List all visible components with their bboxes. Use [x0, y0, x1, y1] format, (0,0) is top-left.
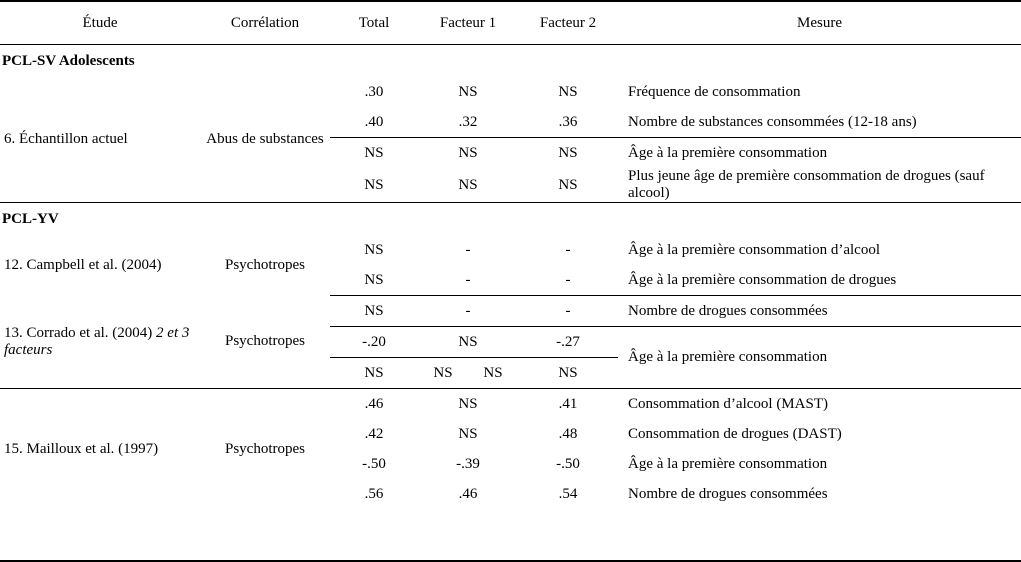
- table-container: Étude Corrélation Total Facteur 1 Facteu…: [0, 0, 1021, 562]
- cell-total: -.50: [330, 449, 418, 479]
- study-13-label-a: 13. Corrado et al. (2004): [4, 325, 156, 341]
- table-row: 13. Corrado et al. (2004) 2 et 3 facteur…: [0, 296, 1021, 327]
- cell-mesure: Âge à la première consommation d’alcool: [618, 235, 1021, 265]
- header-corr: Corrélation: [200, 2, 330, 45]
- cell-f1: NS: [418, 77, 518, 107]
- cell-total: NS: [330, 265, 418, 296]
- section-pcl-yv: PCL-YV: [0, 203, 1021, 236]
- cell-mesure: Plus jeune âge de première consommation …: [618, 168, 1021, 203]
- cell-total: NS: [330, 138, 418, 169]
- cell-f2: NS: [518, 138, 618, 169]
- cell-mesure: Consommation de drogues (DAST): [618, 419, 1021, 449]
- cell-f1: -: [418, 296, 518, 327]
- cell-total: NS: [330, 168, 418, 203]
- cell-f2: .54: [518, 479, 618, 509]
- cell-total: NS: [330, 235, 418, 265]
- cell-mesure: Âge à la première consommation: [618, 449, 1021, 479]
- study-15-label: 15. Mailloux et al. (1997): [0, 389, 200, 510]
- cell-mesure: Consommation d’alcool (MAST): [618, 389, 1021, 420]
- correlation-table: Étude Corrélation Total Facteur 1 Facteu…: [0, 2, 1021, 509]
- table-row: 12. Campbell et al. (2004) Psychotropes …: [0, 235, 1021, 265]
- study-12-corr: Psychotropes: [200, 235, 330, 296]
- study-13-label: 13. Corrado et al. (2004) 2 et 3 facteur…: [0, 296, 200, 389]
- section-title: PCL-YV: [0, 203, 200, 236]
- cell-f1b: NS: [468, 365, 518, 382]
- cell-f1: -: [418, 235, 518, 265]
- header-total: Total: [330, 2, 418, 45]
- study-6-corr: Abus de substances: [200, 77, 330, 203]
- cell-f2: NS: [518, 358, 618, 389]
- cell-total: .56: [330, 479, 418, 509]
- table-row: 15. Mailloux et al. (1997) Psychotropes …: [0, 389, 1021, 420]
- study-12-label: 12. Campbell et al. (2004): [0, 235, 200, 296]
- cell-total: .30: [330, 77, 418, 107]
- study-13-corr: Psychotropes: [200, 296, 330, 389]
- cell-mesure: Fréquence de consommation: [618, 77, 1021, 107]
- cell-f1: .46: [418, 479, 518, 509]
- cell-mesure: Nombre de drogues consommées: [618, 296, 1021, 327]
- cell-f1: NS: [418, 327, 518, 358]
- cell-f2: NS: [518, 77, 618, 107]
- cell-f1-split: NSNS: [418, 358, 518, 389]
- header-mesure: Mesure: [618, 2, 1021, 45]
- cell-f1: NS: [418, 419, 518, 449]
- study-15-corr: Psychotropes: [200, 389, 330, 510]
- cell-f2: -: [518, 235, 618, 265]
- cell-f2: .41: [518, 389, 618, 420]
- cell-f2: NS: [518, 168, 618, 203]
- cell-total: -.20: [330, 327, 418, 358]
- cell-f1: NS: [418, 168, 518, 203]
- cell-mesure: Âge à la première consommation: [618, 138, 1021, 169]
- cell-f2: -: [518, 296, 618, 327]
- cell-f1: NS: [418, 389, 518, 420]
- cell-f1: NS: [418, 138, 518, 169]
- cell-f1a: NS: [418, 365, 468, 382]
- header-study: Étude: [0, 2, 200, 45]
- cell-mesure: Nombre de substances consommées (12-18 a…: [618, 107, 1021, 138]
- cell-total: .46: [330, 389, 418, 420]
- cell-f1: .32: [418, 107, 518, 138]
- cell-mesure: Âge à la première consommation de drogue…: [618, 265, 1021, 296]
- cell-total: NS: [330, 296, 418, 327]
- cell-f2: .36: [518, 107, 618, 138]
- section-title: PCL-SV Adolescents: [0, 45, 200, 78]
- cell-f2: -.50: [518, 449, 618, 479]
- cell-f1: -: [418, 265, 518, 296]
- cell-f2: -.27: [518, 327, 618, 358]
- section-pcl-sv-adolescents: PCL-SV Adolescents: [0, 45, 1021, 78]
- header-row: Étude Corrélation Total Facteur 1 Facteu…: [0, 2, 1021, 45]
- cell-f2: .48: [518, 419, 618, 449]
- cell-total: .40: [330, 107, 418, 138]
- cell-f2: -: [518, 265, 618, 296]
- header-f2: Facteur 2: [518, 2, 618, 45]
- cell-mesure: Nombre de drogues consommées: [618, 479, 1021, 509]
- cell-total: NS: [330, 358, 418, 389]
- study-6-label: 6. Échantillon actuel: [0, 77, 200, 203]
- table-row: 6. Échantillon actuel Abus de substances…: [0, 77, 1021, 107]
- cell-f1: -.39: [418, 449, 518, 479]
- cell-total: .42: [330, 419, 418, 449]
- cell-mesure: Âge à la première consommation: [618, 327, 1021, 389]
- header-f1: Facteur 1: [418, 2, 518, 45]
